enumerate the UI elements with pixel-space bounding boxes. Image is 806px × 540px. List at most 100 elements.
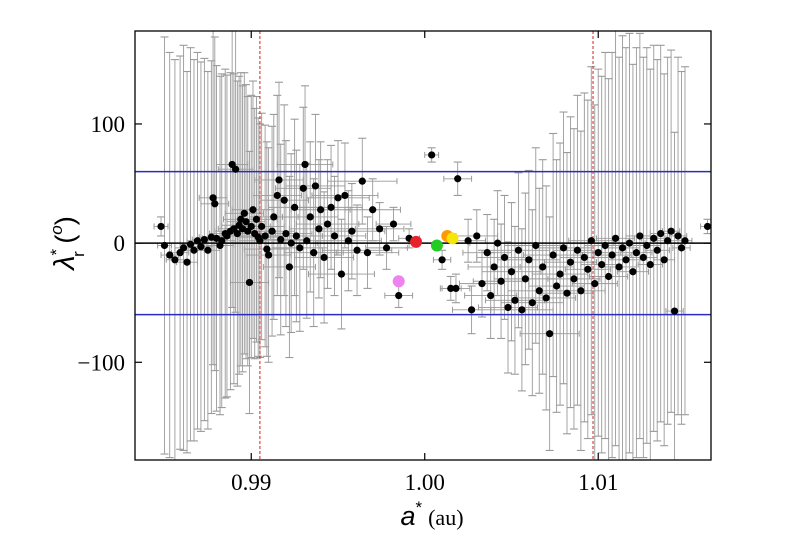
data-point [532, 241, 540, 250]
data-point [376, 225, 384, 233]
data-point [301, 160, 309, 169]
data-point [287, 239, 295, 247]
data-point [521, 275, 529, 283]
data-point [643, 241, 651, 250]
data-point [559, 244, 568, 252]
data-point [539, 263, 547, 271]
data-point [563, 289, 571, 297]
data-point [242, 218, 250, 226]
highlighted-points [392, 229, 459, 288]
data-point [500, 253, 509, 262]
data-point [285, 263, 294, 271]
data-point [240, 209, 248, 217]
data-point [282, 229, 290, 238]
y-axis-ticks: 100 0 −100 [78, 112, 711, 375]
data-point [657, 229, 665, 238]
y-tick-label: 0 [114, 231, 126, 256]
data-point [337, 270, 346, 278]
error-bar [616, 63, 650, 460]
data-point [311, 182, 320, 190]
plot-frame [134, 30, 712, 461]
data-point [292, 232, 300, 240]
data-point [160, 241, 169, 250]
data-point [478, 280, 486, 288]
data-point [369, 206, 377, 214]
data-point [275, 176, 283, 184]
data-point [277, 235, 285, 244]
data-point [171, 256, 179, 264]
data-point [454, 175, 462, 183]
data-point [428, 151, 436, 159]
error-bar [665, 131, 684, 460]
data-point [303, 237, 311, 245]
data-point [570, 275, 578, 283]
data-point [197, 243, 205, 251]
data-point [556, 270, 564, 278]
data-point [542, 294, 550, 302]
x-axis-ticks: 0.99 1.00 1.01 [231, 31, 618, 495]
data-point [344, 237, 352, 245]
data-point [608, 251, 616, 259]
data-point [323, 220, 332, 228]
y-axis-symbol-sup: * [47, 248, 66, 255]
data-point [674, 232, 682, 240]
y-axis-unit-close: ) [50, 216, 80, 225]
data-point [270, 213, 278, 221]
data-point [193, 237, 202, 245]
data-point [258, 222, 266, 231]
y-tick-label: 100 [91, 112, 126, 137]
data-point [395, 291, 403, 300]
data-point [497, 277, 505, 285]
error-bar [601, 56, 637, 460]
highlighted-point [410, 235, 423, 248]
highlighted-point [392, 275, 405, 288]
data-point [587, 237, 595, 245]
data-point [598, 260, 606, 269]
y-axis-symbol: λ [49, 255, 81, 271]
data-point [464, 237, 472, 245]
data-point [447, 284, 455, 292]
data-point [611, 234, 620, 242]
data-point [677, 244, 686, 252]
x-tick-label: 1.00 [405, 470, 445, 495]
data-point [591, 280, 599, 288]
data-point [632, 249, 640, 257]
x-tick-label: 1.01 [578, 470, 618, 495]
data-point [179, 244, 188, 252]
data-point [186, 240, 195, 248]
data-point [256, 237, 264, 245]
data-point [438, 256, 446, 264]
data-point [703, 222, 712, 231]
data-point [249, 206, 257, 214]
data-point [218, 237, 226, 245]
y-axis-symbol-sub: r [69, 251, 88, 257]
data-point [511, 296, 519, 304]
data-point [528, 299, 536, 307]
data-point [518, 306, 526, 314]
data-point [264, 251, 273, 259]
data-point [525, 256, 533, 264]
data-point [487, 291, 495, 300]
data-point [358, 177, 366, 185]
data-point [263, 245, 271, 253]
data-point [483, 249, 491, 257]
data-point [273, 191, 281, 200]
data-point [594, 249, 602, 257]
data-point [467, 306, 476, 314]
data-point [681, 237, 689, 245]
y-axis-title: λ* r (o) [47, 216, 88, 272]
data-point [646, 260, 654, 269]
data-point [348, 227, 356, 235]
data-point [577, 287, 585, 295]
data-point [584, 265, 592, 273]
data-point [514, 246, 523, 254]
data-point [605, 272, 613, 281]
data-point [629, 268, 637, 276]
data-point [247, 222, 255, 231]
data-point [317, 206, 325, 214]
y-tick-label: −100 [78, 350, 125, 375]
data-point [622, 256, 630, 264]
data-point [204, 246, 212, 254]
data-point [353, 246, 361, 254]
